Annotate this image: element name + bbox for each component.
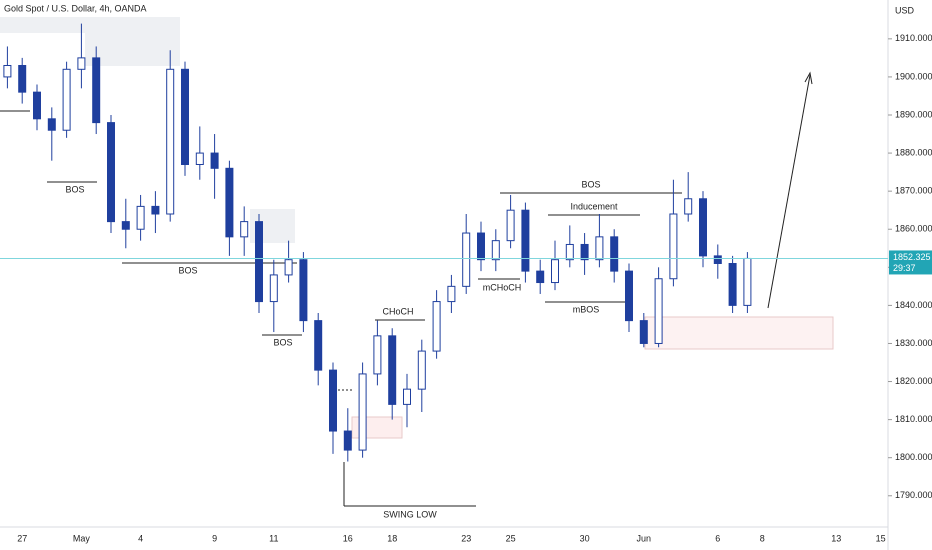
candle-body	[166, 68, 175, 215]
y-tick-label: 1880.000	[895, 147, 932, 157]
y-tick-label: 1830.000	[895, 338, 932, 348]
y-tick-label: 1860.000	[895, 224, 932, 234]
annotation: CHoCH	[382, 306, 413, 316]
candle-body	[551, 259, 559, 284]
candle-body	[18, 64, 27, 93]
candle-body	[195, 152, 204, 165]
annotation: BOS	[178, 265, 197, 275]
annotation: SWING LOW	[383, 509, 437, 519]
candle-body	[314, 320, 323, 371]
candle-body	[565, 243, 574, 261]
candle-body	[255, 221, 263, 303]
candle-body	[299, 259, 308, 322]
x-tick-label: 11	[269, 533, 278, 543]
annotation: Inducement	[570, 201, 618, 211]
candle-body	[669, 213, 678, 280]
zone	[644, 316, 834, 350]
candle-body	[92, 57, 101, 124]
candle-body	[728, 263, 737, 306]
x-tick-label: 23	[461, 533, 471, 543]
drawings: BOS BOS BOS CHoCH SWING LOW mCHoCH BOS I…	[0, 17, 834, 519]
candle-body	[491, 240, 500, 261]
candle-body	[432, 301, 441, 352]
candle-body	[447, 285, 456, 303]
candle-body	[329, 369, 337, 432]
y-tick-label: 1840.000	[895, 300, 932, 310]
candle-body	[536, 270, 545, 284]
annotation: BOS	[65, 184, 84, 194]
annotation: BOS	[273, 337, 292, 347]
zone	[0, 17, 180, 33]
candle-body	[625, 270, 633, 322]
candle-body	[506, 209, 515, 242]
candle-body	[33, 91, 41, 120]
candle-body	[181, 68, 189, 165]
candle-body	[477, 232, 485, 261]
candle-body	[62, 68, 71, 131]
annotation: mCHoCH	[483, 282, 522, 292]
candle-body	[403, 388, 411, 405]
candle-body	[210, 152, 219, 169]
candle-body	[521, 209, 530, 272]
candle-body	[343, 430, 352, 451]
candle-body	[358, 373, 367, 451]
candle-body	[610, 236, 619, 272]
candle-body	[580, 243, 589, 261]
y-tick-label: 1820.000	[895, 376, 932, 386]
candle-body	[699, 198, 707, 257]
y-tick-label: 1790.000	[895, 490, 932, 500]
candle-body	[462, 232, 471, 287]
price-tag	[889, 250, 932, 275]
x-tick-label: 16	[343, 533, 353, 543]
candle-body	[654, 278, 663, 344]
candle-body	[284, 259, 293, 276]
x-tick-label: 27	[17, 533, 27, 543]
x-tick-label: 25	[506, 533, 516, 543]
x-tick-label: 4	[138, 533, 143, 543]
arrow-head	[804, 71, 813, 85]
y-tick-label: 1890.000	[895, 109, 932, 119]
candle-body	[225, 167, 234, 238]
x-tick-label: Jun	[637, 533, 652, 543]
candle-body	[373, 335, 382, 375]
y-tick-label: 1910.000	[895, 33, 932, 43]
candle-body	[269, 274, 278, 303]
candle-body	[684, 198, 693, 215]
arrow	[767, 74, 811, 309]
x-tick-label: May	[73, 533, 91, 543]
candle-body	[136, 205, 145, 230]
candle-body	[3, 64, 12, 78]
x-tick-label: 6	[715, 533, 720, 543]
candle-body	[240, 221, 249, 238]
x-tick-label: 18	[387, 533, 397, 543]
y-axis-label: USD	[895, 5, 915, 15]
candle-body	[107, 122, 115, 223]
candle-body	[151, 205, 160, 215]
x-tick-label: 15	[876, 533, 886, 543]
annotation: BOS	[581, 179, 600, 189]
x-tick-label: 9	[212, 533, 217, 543]
zone	[85, 33, 180, 66]
price-tag-label: 1852.325	[893, 252, 931, 262]
y-tick-label: 1870.000	[895, 186, 932, 196]
x-tick-label: 13	[831, 533, 841, 543]
x-tick-label: 8	[760, 533, 765, 543]
candle-body	[388, 335, 397, 405]
x-tick-label: 30	[580, 533, 590, 543]
y-tick-label: 1810.000	[895, 414, 932, 424]
candle-body	[743, 257, 752, 306]
y-tick-label: 1900.000	[895, 71, 932, 81]
candle-body	[47, 118, 56, 131]
candle-body	[639, 320, 648, 344]
countdown: 29:37	[893, 263, 916, 273]
chart-title: Gold Spot / U.S. Dollar, 4h, OANDA	[4, 3, 147, 13]
candle-body	[77, 57, 86, 70]
annotation: mBOS	[573, 304, 600, 314]
candle-body	[121, 221, 130, 230]
candle-body	[417, 350, 426, 390]
candle-body	[595, 236, 604, 261]
y-tick-label: 1800.000	[895, 452, 932, 462]
candle-body	[713, 255, 722, 265]
